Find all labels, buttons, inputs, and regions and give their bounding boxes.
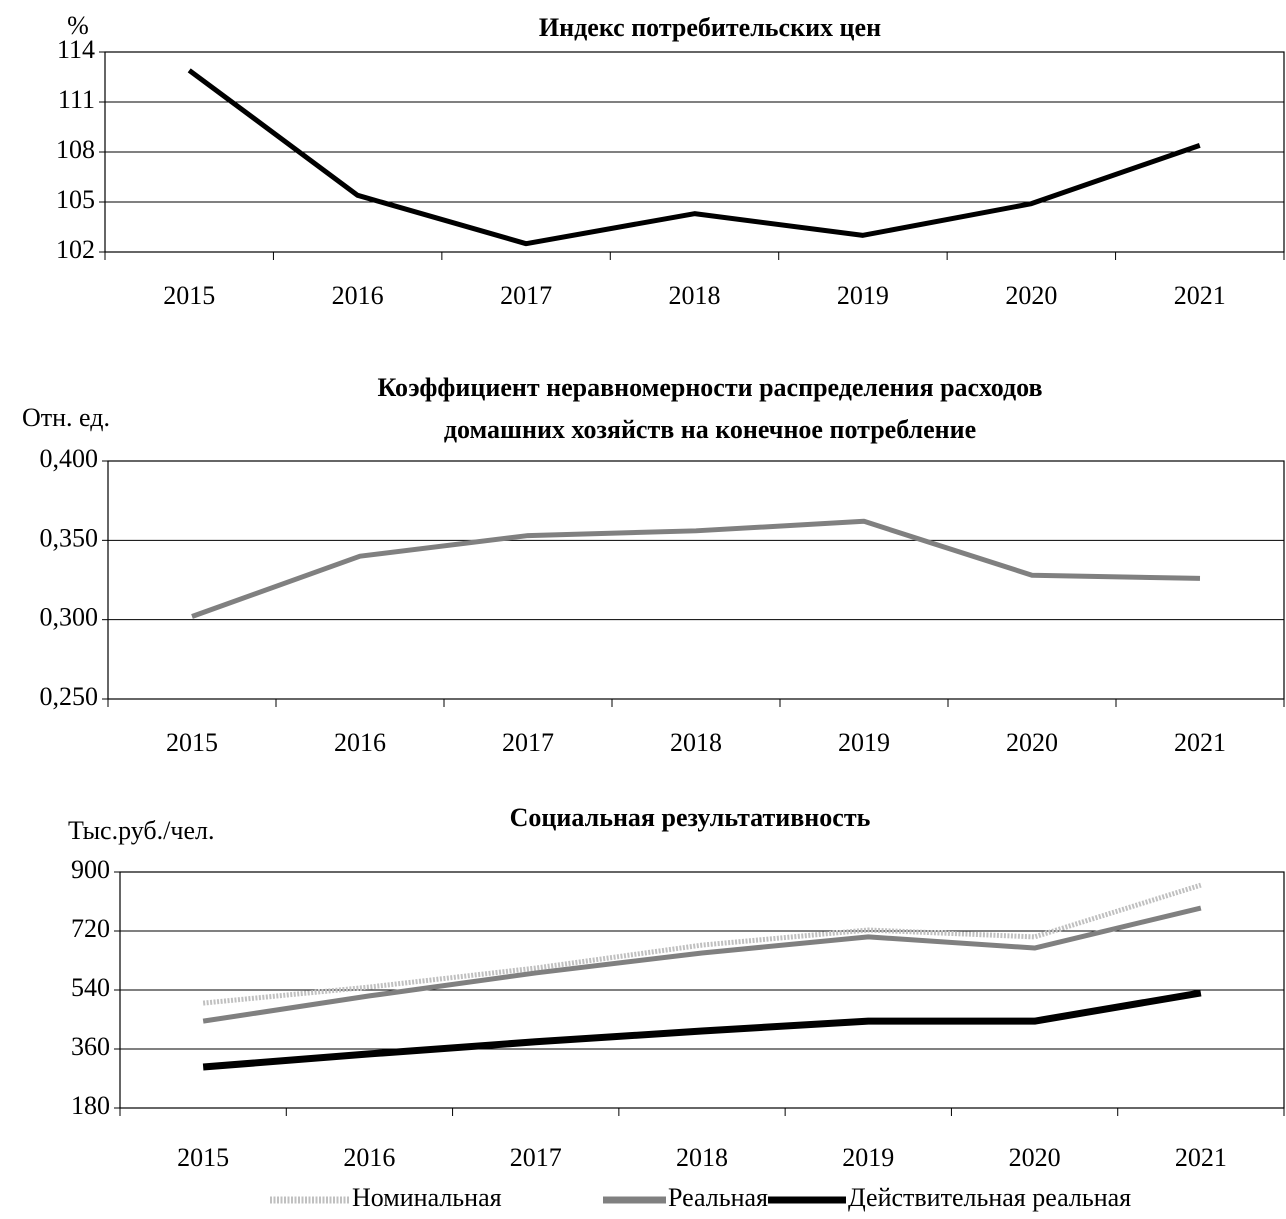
- chart-title: Индекс потребительских цен: [539, 13, 881, 42]
- x-tick-label: 2021: [1175, 1143, 1227, 1172]
- x-tick-label: 2017: [510, 1143, 562, 1172]
- y-tick-label: 114: [57, 35, 95, 64]
- x-tick-label: 2016: [332, 281, 384, 310]
- legend-label: Реальная: [668, 1183, 768, 1212]
- y-tick-label: 0,350: [40, 523, 99, 552]
- legend-label: Номинальная: [352, 1183, 502, 1212]
- y-tick-label: 111: [58, 85, 95, 114]
- chart-title: домашних хозяйств на конечное потреблени…: [444, 415, 976, 444]
- y-tick-label: 720: [71, 914, 110, 943]
- x-tick-label: 2018: [676, 1143, 728, 1172]
- x-tick-label: 2015: [177, 1143, 229, 1172]
- y-tick-label: 0,250: [40, 682, 99, 711]
- y-tick-label: 105: [56, 185, 95, 214]
- y-tick-label: 102: [56, 235, 95, 264]
- x-tick-label: 2021: [1174, 728, 1226, 757]
- series-line: [187, 68, 1201, 247]
- x-tick-label: 2016: [343, 1143, 395, 1172]
- x-tick-label: 2015: [166, 728, 218, 757]
- y-tick-label: 540: [71, 973, 110, 1002]
- y-tick-label: 0,300: [40, 603, 99, 632]
- plot-frame: [107, 460, 1285, 700]
- chart-title: Коэффициент неравномерности распределени…: [377, 373, 1042, 402]
- x-tick-label: 2016: [334, 728, 386, 757]
- y-axis-label: %: [67, 11, 89, 40]
- x-tick-label: 2019: [842, 1143, 894, 1172]
- x-tick-label: 2019: [838, 728, 890, 757]
- plot-frame: [104, 51, 1285, 253]
- series-line: [191, 518, 1201, 619]
- plot-frame: [119, 871, 1285, 1109]
- y-axis-label: Отн. ед.: [22, 403, 110, 432]
- x-tick-label: 2021: [1174, 281, 1226, 310]
- x-tick-label: 2020: [1005, 281, 1057, 310]
- series-line: [202, 905, 1202, 1024]
- x-tick-label: 2020: [1006, 728, 1058, 757]
- chart-title: Социальная результативность: [510, 803, 871, 832]
- x-tick-label: 2020: [1009, 1143, 1061, 1172]
- y-tick-label: 900: [71, 855, 110, 884]
- x-tick-label: 2017: [502, 728, 554, 757]
- y-tick-label: 108: [56, 135, 95, 164]
- y-axis-label: Тыс.руб./чел.: [68, 816, 214, 845]
- x-tick-label: 2018: [669, 281, 721, 310]
- legend-label: Действительная реальная: [848, 1183, 1131, 1212]
- y-tick-label: 180: [71, 1091, 110, 1120]
- series-line: [202, 882, 1202, 1006]
- y-tick-label: 360: [71, 1032, 110, 1061]
- x-tick-label: 2017: [500, 281, 552, 310]
- series-line: [202, 989, 1202, 1071]
- x-tick-label: 2015: [163, 281, 215, 310]
- y-tick-label: 0,400: [40, 444, 99, 473]
- x-tick-label: 2019: [837, 281, 889, 310]
- x-tick-label: 2018: [670, 728, 722, 757]
